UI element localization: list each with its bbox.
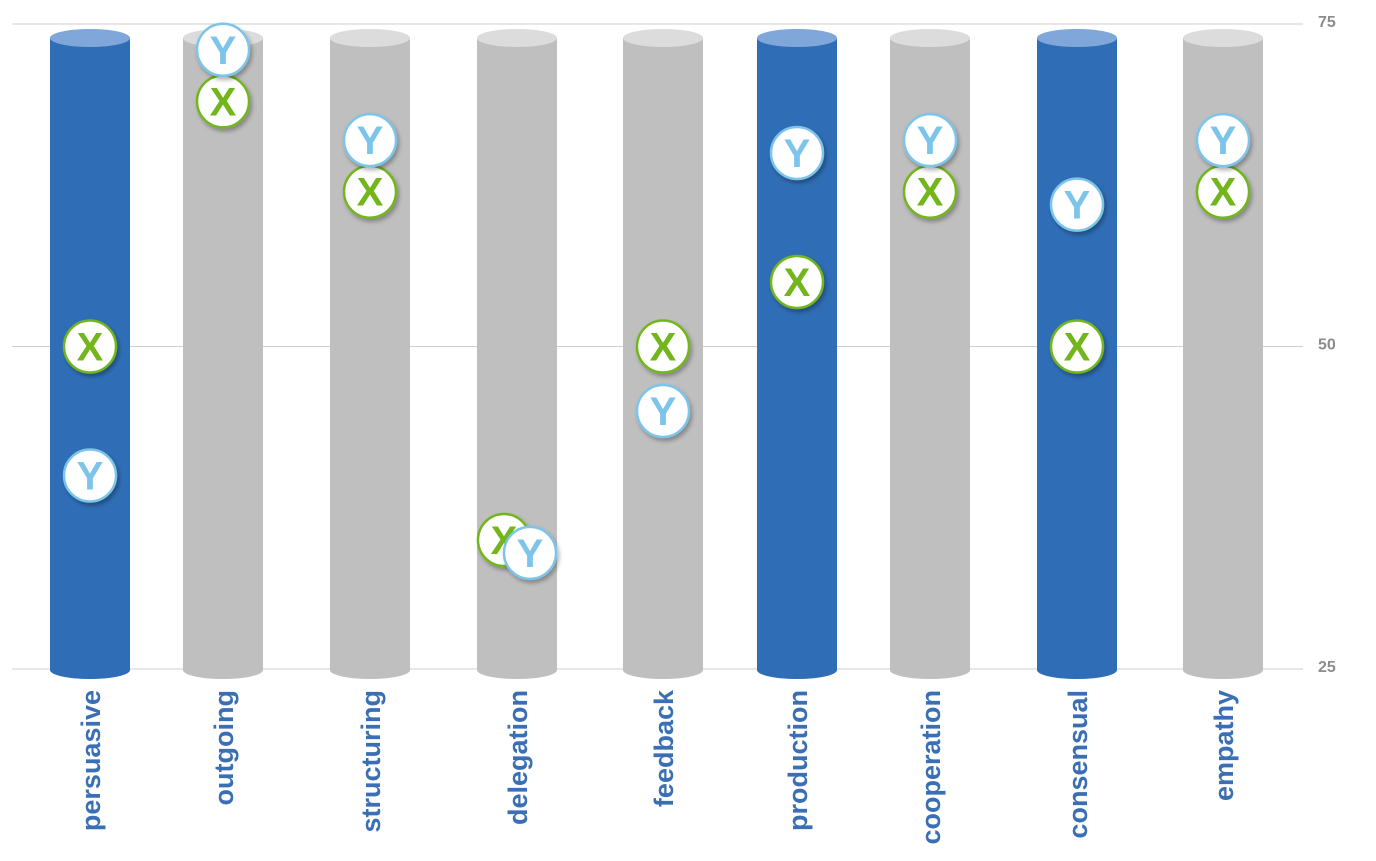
y-tick-label: 50 (1318, 337, 1336, 354)
marker-label: X (1210, 171, 1237, 215)
marker-x-consensual: X (1049, 319, 1105, 374)
marker-label: Y (1210, 119, 1237, 163)
bars (50, 29, 1263, 679)
marker-label: Y (357, 119, 384, 163)
marker-y-cooperation: Y (902, 112, 958, 168)
marker-label: X (650, 326, 677, 370)
category-label: persuasive (76, 690, 106, 831)
marker-x-outgoing: X (195, 74, 251, 129)
marker-label: X (784, 261, 811, 305)
marker-label: X (210, 80, 237, 124)
marker-y-feedback: Y (635, 383, 691, 439)
marker-y-empathy: Y (1195, 112, 1251, 168)
marker-y-structuring: Y (342, 112, 398, 168)
marker-label: Y (1064, 184, 1091, 228)
marker-label: Y (210, 29, 237, 73)
category-label: delegation (503, 690, 533, 825)
y-axis-ticks: 25 50 75 (1318, 14, 1336, 676)
marker-x-feedback: X (635, 319, 691, 374)
category-label: consensual (1063, 690, 1093, 839)
marker-label: X (357, 171, 384, 215)
category-label: cooperation (916, 690, 946, 845)
category-label: empathy (1209, 690, 1239, 801)
marker-label: Y (77, 455, 104, 499)
bar-outgoing (183, 29, 263, 679)
marker-y-consensual: Y (1049, 177, 1105, 232)
category-labels: persuasive outgoing structuring delegation f… (76, 689, 1239, 844)
marker-x-empathy: X (1195, 164, 1251, 219)
marker-x-cooperation: X (902, 164, 958, 219)
bar-consensual (1037, 29, 1117, 679)
marker-label: Y (517, 532, 544, 576)
marker-label: Y (917, 119, 944, 163)
marker-x-structuring: X (342, 164, 398, 219)
marker-label: Y (650, 390, 677, 434)
marker-x-production: X (769, 254, 825, 310)
marker-y-persuasive: Y (62, 448, 118, 503)
marker-label: X (1064, 326, 1091, 370)
category-label: feedback (649, 689, 679, 807)
category-label: outgoing (209, 690, 239, 805)
y-tick-label: 25 (1318, 659, 1336, 676)
bar-production (757, 29, 837, 679)
marker-y-outgoing: Y (195, 22, 251, 78)
category-label: production (783, 690, 813, 831)
marker-label: X (77, 326, 104, 370)
bar-delegation (477, 29, 557, 679)
marker-label: X (917, 171, 944, 215)
marker-x-persuasive: X (62, 319, 118, 374)
y-tick-label: 75 (1318, 14, 1336, 31)
marker-y-production: Y (769, 125, 825, 181)
marker-y-delegation: Y (502, 525, 558, 581)
marker-label: Y (784, 132, 811, 176)
category-label: structuring (356, 690, 386, 833)
